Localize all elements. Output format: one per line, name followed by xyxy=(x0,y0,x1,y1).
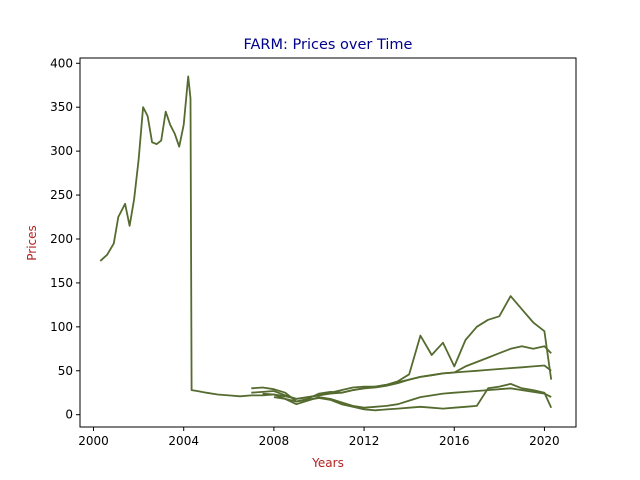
x-tick-label: 2012 xyxy=(349,434,380,448)
y-tick-label: 150 xyxy=(50,276,73,290)
y-tick-label: 100 xyxy=(50,320,73,334)
chart-title: FARM: Prices over Time xyxy=(244,37,413,53)
x-tick-label: 2020 xyxy=(529,434,560,448)
y-tick-label: 300 xyxy=(50,144,73,158)
y-axis: 0 50 100 150 200 250 300 350 400 xyxy=(50,56,80,422)
price-series-line-5 xyxy=(273,382,553,412)
x-tick-label: 2000 xyxy=(78,434,109,448)
y-tick-label: 200 xyxy=(50,232,73,246)
price-series-line-3 xyxy=(251,345,552,400)
y-tick-label: 0 xyxy=(65,408,73,422)
x-axis-label: Years xyxy=(311,456,344,470)
y-tick-label: 350 xyxy=(50,100,73,114)
x-axis: 2000 2004 2008 2012 2016 2020 xyxy=(78,427,560,448)
y-tick-label: 400 xyxy=(50,56,73,70)
y-tick-label: 50 xyxy=(58,364,73,378)
x-tick-label: 2004 xyxy=(168,434,199,448)
series-group xyxy=(99,75,553,412)
x-tick-label: 2016 xyxy=(439,434,470,448)
y-tick-label: 250 xyxy=(50,188,73,202)
plot-area-frame xyxy=(79,57,577,428)
y-axis-label: Prices xyxy=(25,225,39,261)
x-tick-label: 2008 xyxy=(259,434,290,448)
